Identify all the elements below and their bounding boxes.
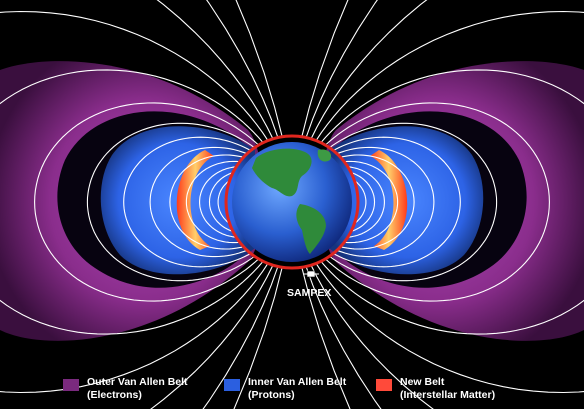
field-line xyxy=(320,69,584,335)
earth-red-ring xyxy=(224,134,360,270)
field-line xyxy=(123,136,251,268)
new-belt-swatch xyxy=(376,379,392,391)
outer-belt-detail: (Electrons) xyxy=(87,389,142,401)
north-america xyxy=(252,148,312,197)
south-america xyxy=(296,204,326,254)
field-line xyxy=(347,166,385,238)
field-line xyxy=(0,10,269,394)
field-line xyxy=(86,122,255,282)
new-belt xyxy=(176,150,408,250)
field-line xyxy=(217,180,230,224)
field-line xyxy=(199,166,237,238)
field-line xyxy=(325,102,550,302)
sampex-label: SAMPEX xyxy=(287,287,332,299)
field-line xyxy=(185,160,240,244)
field-line xyxy=(333,136,461,268)
new-belt-label: New Belt xyxy=(400,376,445,388)
field-line xyxy=(336,146,435,258)
field-line xyxy=(34,102,259,302)
inner-belt-swatch xyxy=(224,379,240,391)
legend-inner-belt: Inner Van Allen Belt (Protons) xyxy=(224,376,346,402)
new-belt-left xyxy=(176,150,214,250)
earth xyxy=(224,134,360,270)
legend-outer-belt: Outer Van Allen Belt (Electrons) xyxy=(63,376,188,402)
legend-new-belt: New Belt (Interstellar Matter) xyxy=(376,376,495,402)
new-belt-right xyxy=(370,150,408,250)
field-line xyxy=(340,154,415,250)
field-line xyxy=(208,171,234,233)
outer-belt-swatch xyxy=(63,379,79,391)
field-line xyxy=(354,180,367,224)
field-line xyxy=(329,122,498,282)
inner-belt-label: Inner Van Allen Belt xyxy=(248,376,347,388)
field-line xyxy=(350,171,376,233)
greenland xyxy=(317,149,332,162)
sampex-satellite-icon xyxy=(303,270,319,278)
field-line xyxy=(149,146,248,258)
outer-belt-label: Outer Van Allen Belt xyxy=(87,376,188,388)
new-belt-detail: (Interstellar Matter) xyxy=(400,389,496,401)
field-line xyxy=(315,10,584,394)
field-line xyxy=(0,69,264,335)
field-line xyxy=(169,154,244,250)
inner-belt-detail: (Protons) xyxy=(248,389,295,401)
field-line xyxy=(344,160,399,244)
